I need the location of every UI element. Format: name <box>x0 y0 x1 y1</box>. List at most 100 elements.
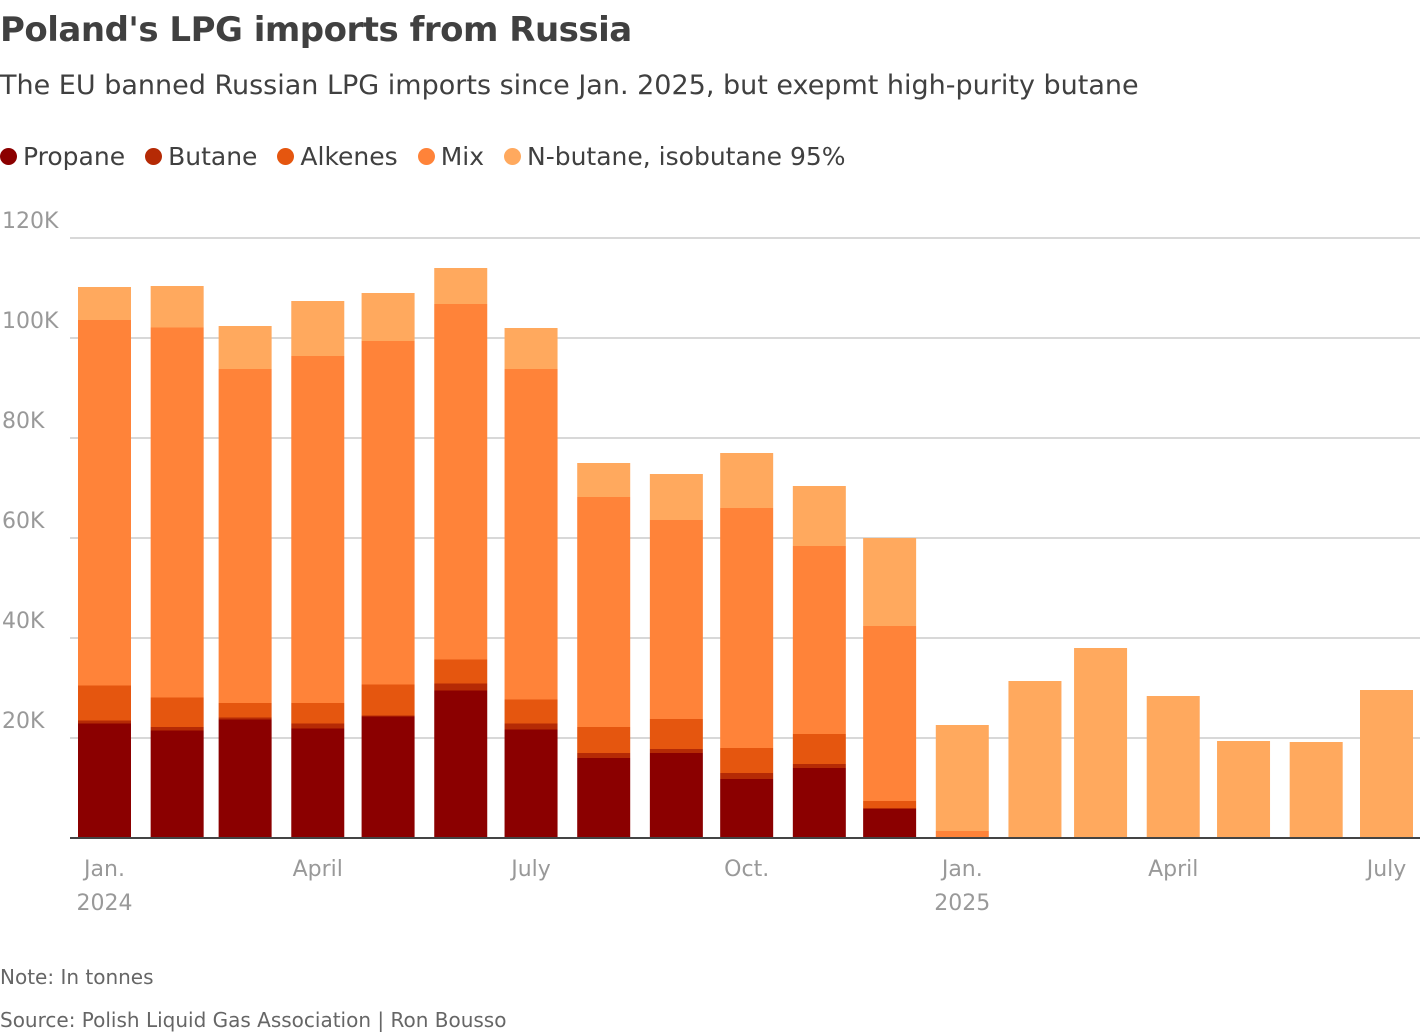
y-tick-label: 120K <box>2 209 59 234</box>
bar-segment-alkenes <box>291 703 345 724</box>
source: Source: Polish Liquid Gas Association | … <box>0 1008 507 1032</box>
legend-item: Mix <box>417 142 484 171</box>
bar-segment-alkenes <box>434 659 488 684</box>
bar-segment-n-butane-isobutane-95- <box>361 293 415 341</box>
y-tick-label: 100K <box>2 309 59 334</box>
bar-segment-n-butane-isobutane-95- <box>291 301 345 356</box>
chart-subtitle: The EU banned Russian LPG imports since … <box>0 70 1139 101</box>
legend-item: Butane <box>145 142 257 171</box>
x-tick-label: Oct. <box>724 857 769 882</box>
legend-item: Alkenes <box>277 142 398 171</box>
bar-segment-butane <box>720 773 774 779</box>
bar-segment-n-butane-isobutane-95- <box>218 326 272 369</box>
bar-segment-butane <box>361 715 415 717</box>
bar-segment-propane <box>577 758 631 838</box>
legend-item: Propane <box>0 142 125 171</box>
bar-segment-n-butane-isobutane-95- <box>1008 681 1062 838</box>
bar-segment-n-butane-isobutane-95- <box>863 538 917 626</box>
bar-segment-n-butane-isobutane-95- <box>1074 648 1128 838</box>
bar-segment-n-butane-isobutane-95- <box>792 486 846 546</box>
bar-segment-alkenes <box>649 719 703 749</box>
bar-segment-propane <box>720 779 774 838</box>
bar-segment-mix <box>361 341 415 685</box>
bar-segment-butane <box>649 749 703 753</box>
bar-segment-mix <box>504 369 558 700</box>
note: Note: In tonnes <box>0 965 154 989</box>
chart-title: Poland's LPG imports from Russia <box>0 10 632 50</box>
legend-item: N-butane, isobutane 95% <box>504 142 846 171</box>
bar-segment-propane <box>218 719 272 838</box>
y-tick-label: 80K <box>2 409 45 434</box>
bar-segment-n-butane-isobutane-95- <box>504 328 558 369</box>
y-tick-label: 40K <box>2 609 45 634</box>
bar-segment-mix <box>150 327 204 698</box>
bar-segment-n-butane-isobutane-95- <box>1217 741 1271 838</box>
legend-label: Propane <box>23 142 126 171</box>
bar-segment-alkenes <box>504 699 558 724</box>
bar-segment-mix <box>218 369 272 703</box>
bar-segment-mix <box>577 497 631 727</box>
bar-segment-butane <box>504 723 558 730</box>
bar-segment-mix <box>720 508 774 748</box>
bar-segment-propane <box>150 730 204 838</box>
legend-label: Alkenes <box>300 142 398 171</box>
legend-swatch <box>0 148 17 165</box>
x-tick-label: Jan. <box>940 857 983 882</box>
bar-segment-n-butane-isobutane-95- <box>720 453 774 508</box>
legend-swatch <box>417 148 435 165</box>
bar-segment-alkenes <box>863 801 917 808</box>
x-tick-label: April <box>293 857 343 882</box>
bar-segment-n-butane-isobutane-95- <box>1146 696 1200 838</box>
y-tick-label: 60K <box>2 509 45 534</box>
bar-segment-butane <box>792 764 846 768</box>
legend-label: Butane <box>168 142 258 171</box>
legend-swatch <box>145 148 163 165</box>
bar-segment-propane <box>434 690 488 838</box>
x-tick-label: July <box>509 857 551 882</box>
legend-label: Mix <box>440 142 484 171</box>
bar-segment-butane <box>434 683 488 691</box>
bar-segment-butane <box>863 808 917 809</box>
x-tick-label: April <box>1148 857 1198 882</box>
bar-segment-mix <box>863 626 917 801</box>
bar-segment-alkenes <box>577 727 631 753</box>
bar-segment-propane <box>792 768 846 838</box>
bar-segment-n-butane-isobutane-95- <box>1360 690 1413 838</box>
bar-segment-alkenes <box>720 748 774 773</box>
legend-label: N-butane, isobutane 95% <box>527 142 846 171</box>
bar-segment-alkenes <box>792 734 846 764</box>
legend-swatch <box>277 148 295 165</box>
bar-segment-butane <box>218 717 272 720</box>
x-tick-year-label: 2024 <box>77 891 133 916</box>
bar-segment-propane <box>504 729 558 838</box>
bar-segment-alkenes <box>218 703 272 718</box>
x-tick-label: July <box>1365 857 1407 882</box>
x-tick-label: Jan. <box>82 857 125 882</box>
y-tick-label: 20K <box>2 709 45 734</box>
bar-segment-mix <box>649 520 703 719</box>
bar-segment-butane <box>78 720 131 724</box>
bar-segment-butane <box>291 723 345 729</box>
bar-segment-propane <box>78 723 131 838</box>
bar-segment-mix <box>434 304 488 660</box>
bar-segment-propane <box>361 716 415 838</box>
bar-segment-n-butane-isobutane-95- <box>434 268 488 304</box>
bar-segment-butane <box>577 753 631 758</box>
bar-segment-alkenes <box>361 684 415 716</box>
bar-segment-n-butane-isobutane-95- <box>935 725 989 831</box>
bar-segment-alkenes <box>150 697 204 727</box>
bar-segment-n-butane-isobutane-95- <box>577 463 631 497</box>
bar-segment-alkenes <box>78 685 131 721</box>
bar-segment-butane <box>150 727 204 731</box>
bar-segment-n-butane-isobutane-95- <box>649 474 703 520</box>
bar-segment-propane <box>649 753 703 838</box>
bar-segment-mix <box>78 320 131 686</box>
legend: Propane Butane Alkenes Mix N-butane, isobuta… <box>0 142 846 171</box>
bar-segment-n-butane-isobutane-95- <box>150 286 204 328</box>
bar-segment-n-butane-isobutane-95- <box>1289 742 1343 838</box>
bar-segment-propane <box>291 728 345 838</box>
bar-segment-mix <box>291 356 345 703</box>
bar-segment-mix <box>792 546 846 734</box>
bar-segment-n-butane-isobutane-95- <box>78 287 131 320</box>
